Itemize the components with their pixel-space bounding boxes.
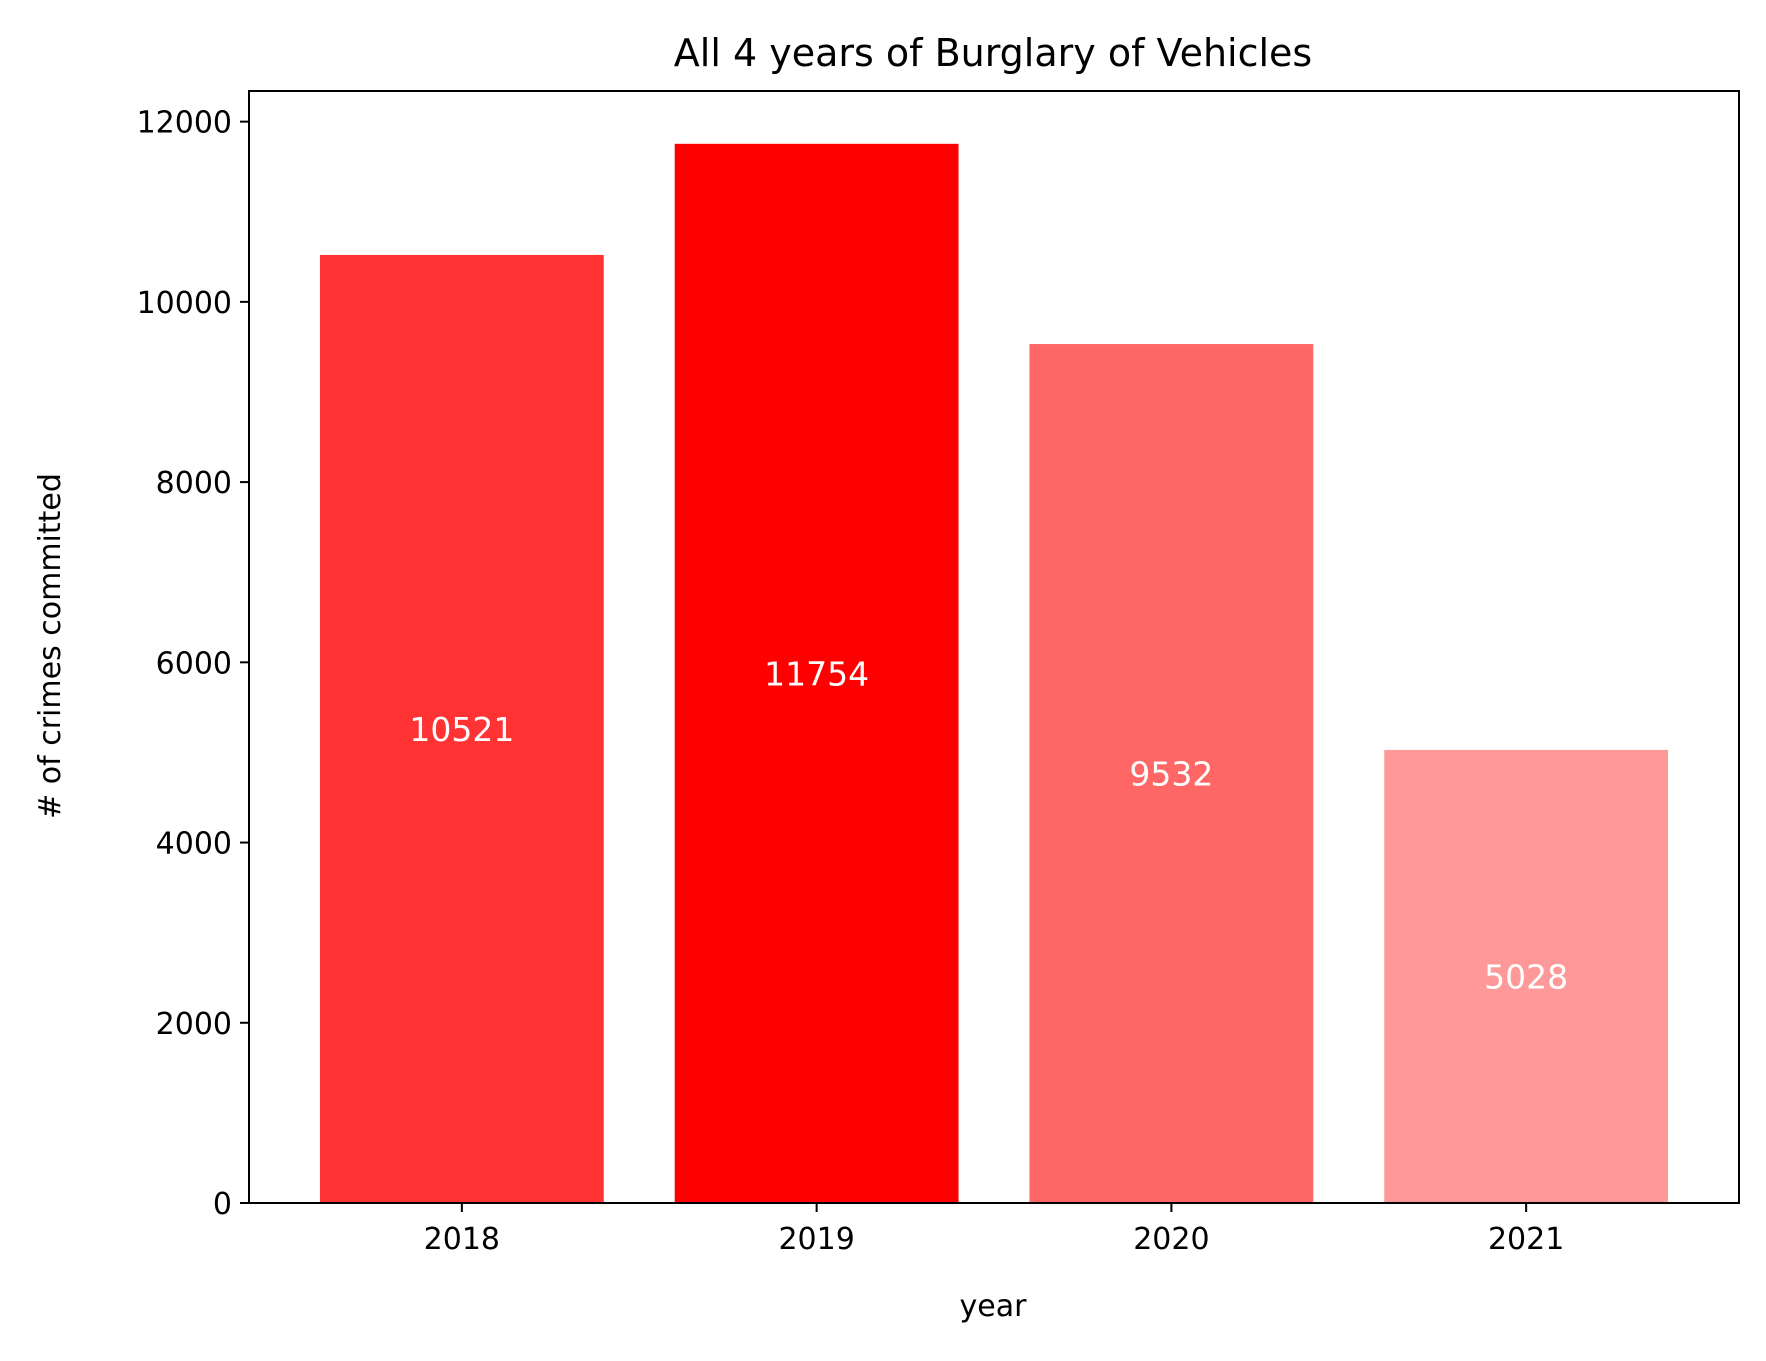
x-axis: 2018 2019 2020 2021 [424, 1203, 1564, 1257]
y-tick-label-10000: 10000 [137, 286, 232, 321]
bar-label-2018: 10521 [409, 710, 514, 749]
bar-2020 [1029, 344, 1314, 1203]
y-tick-label-4000: 4000 [156, 827, 232, 862]
bar-2021 [1384, 749, 1669, 1203]
x-tick-label-2020: 2020 [1133, 1222, 1209, 1257]
bar-label-2020: 9532 [1129, 755, 1213, 794]
bar-labels-group: 10521 11754 9532 5028 [409, 654, 1568, 996]
bar-2019 [674, 143, 959, 1203]
x-tick-label-2021: 2021 [1488, 1222, 1564, 1257]
y-tick-label-8000: 8000 [156, 466, 232, 501]
chart-title: All 4 years of Burglary of Vehicles [674, 31, 1312, 75]
y-tick-label-6000: 6000 [156, 646, 232, 681]
x-tick-label-2018: 2018 [424, 1222, 500, 1257]
bar-2018 [319, 254, 604, 1203]
x-tick-label-2019: 2019 [778, 1222, 854, 1257]
y-tick-label-0: 0 [213, 1187, 232, 1222]
y-tick-label-2000: 2000 [156, 1007, 232, 1042]
plot-frame [248, 90, 1740, 1204]
y-axis-label: # of crimes committed [33, 473, 68, 819]
bar-label-2021: 5028 [1484, 957, 1568, 996]
y-axis: 0 2000 4000 6000 8000 10000 12000 [137, 106, 249, 1222]
y-tick-label-12000: 12000 [137, 106, 232, 141]
x-axis-label: year [960, 1289, 1028, 1324]
bar-label-2019: 11754 [764, 654, 869, 693]
bars-group [319, 143, 1669, 1203]
